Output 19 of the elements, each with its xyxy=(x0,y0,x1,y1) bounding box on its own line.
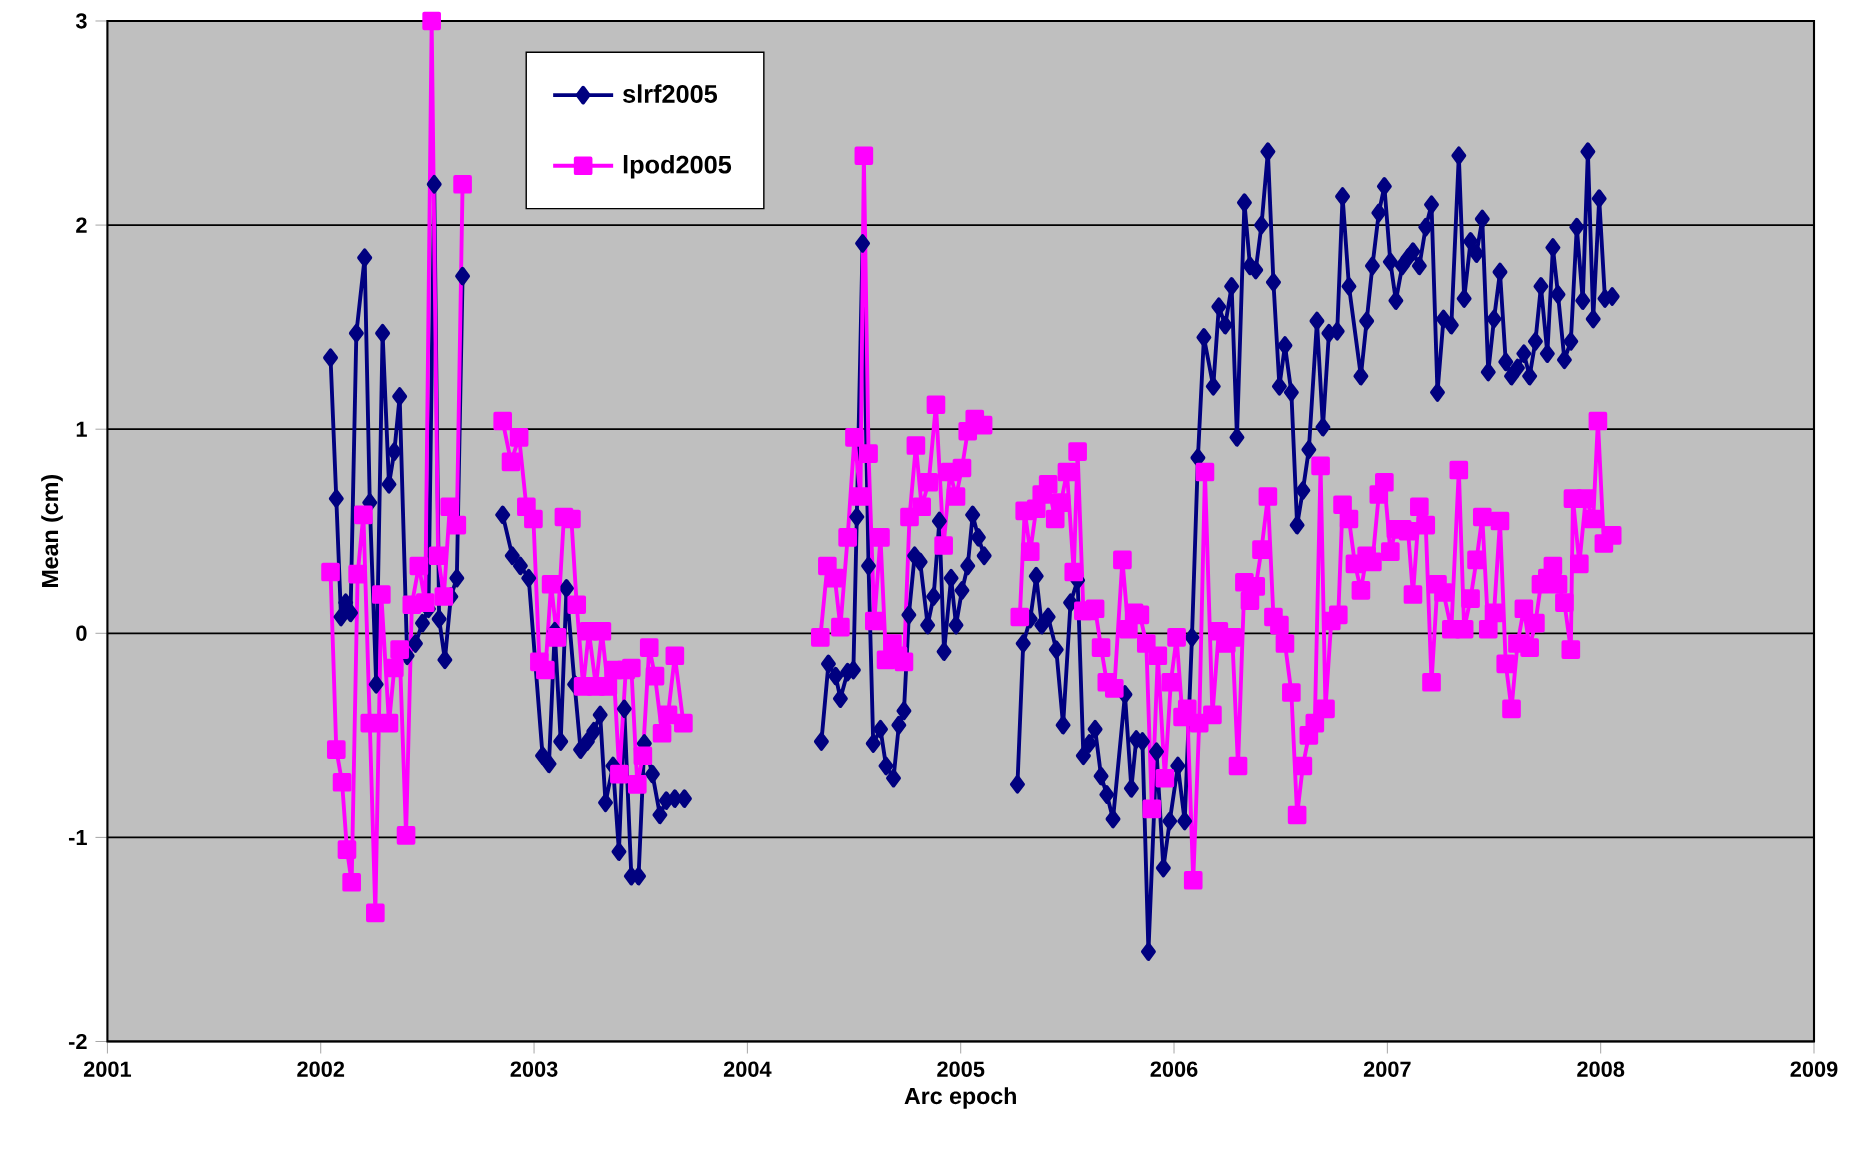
y-tick-label: -1 xyxy=(68,829,87,845)
y-tick-label: 0 xyxy=(76,625,87,642)
y-tick-label: -2 xyxy=(68,1033,87,1050)
x-tick-label: 2006 xyxy=(1150,1061,1198,1077)
legend-label: slrf2005 xyxy=(623,84,718,103)
x-tick-label: 2003 xyxy=(510,1061,558,1077)
x-axis-title: Arc epoch xyxy=(904,1087,1016,1109)
y-tick-label: 1 xyxy=(76,421,87,437)
x-tick-label: 2007 xyxy=(1363,1061,1411,1077)
y-axis-title: Mean (cm) xyxy=(41,475,63,588)
y-tick-label: 3 xyxy=(75,13,87,29)
x-tick-label: 2009 xyxy=(1790,1061,1838,1077)
x-tick-label: 2008 xyxy=(1577,1061,1625,1077)
legend-label: lpod2005 xyxy=(623,154,732,179)
x-tick-label: 2002 xyxy=(297,1061,345,1077)
x-tick-label: 2001 xyxy=(83,1061,132,1077)
x-tick-label: 2004 xyxy=(723,1061,772,1077)
y-tick-label: 2 xyxy=(76,217,87,233)
x-tick-label: 2005 xyxy=(937,1061,985,1077)
